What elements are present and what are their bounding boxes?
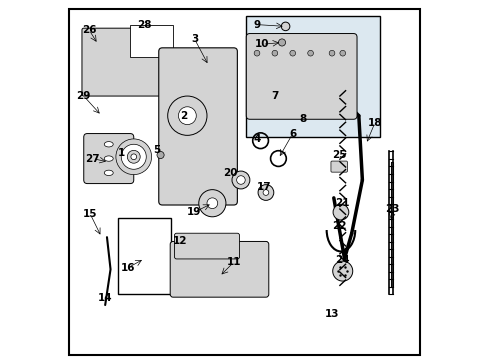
FancyBboxPatch shape — [330, 161, 346, 172]
Text: 8: 8 — [299, 114, 306, 124]
Text: 4: 4 — [253, 134, 260, 144]
Circle shape — [121, 144, 146, 169]
Circle shape — [206, 198, 217, 208]
Text: 17: 17 — [256, 182, 271, 192]
Polygon shape — [390, 162, 392, 287]
Circle shape — [307, 50, 313, 56]
Circle shape — [167, 96, 206, 135]
Circle shape — [281, 22, 289, 31]
Text: 9: 9 — [253, 19, 260, 30]
Circle shape — [332, 204, 348, 220]
FancyBboxPatch shape — [159, 48, 237, 205]
Circle shape — [328, 50, 334, 56]
Text: 26: 26 — [81, 25, 96, 35]
Circle shape — [258, 185, 273, 201]
Ellipse shape — [104, 170, 113, 176]
Text: 19: 19 — [187, 207, 201, 217]
FancyBboxPatch shape — [82, 28, 164, 96]
Text: 14: 14 — [98, 293, 112, 303]
Text: 21: 21 — [335, 198, 349, 208]
Circle shape — [332, 261, 352, 281]
Text: 23: 23 — [385, 203, 399, 213]
Circle shape — [178, 107, 196, 125]
Circle shape — [116, 139, 151, 175]
Bar — [118, 217, 171, 294]
Text: 1: 1 — [118, 148, 124, 158]
FancyBboxPatch shape — [170, 242, 268, 297]
FancyBboxPatch shape — [174, 233, 239, 259]
Circle shape — [236, 176, 244, 184]
Bar — [246, 16, 380, 137]
Wedge shape — [110, 59, 142, 78]
Text: 28: 28 — [137, 19, 151, 30]
Text: 12: 12 — [173, 236, 187, 246]
Wedge shape — [100, 31, 131, 50]
FancyBboxPatch shape — [246, 33, 356, 119]
Circle shape — [157, 152, 164, 158]
Text: 18: 18 — [367, 118, 381, 128]
Circle shape — [278, 39, 285, 46]
Circle shape — [289, 50, 295, 56]
Text: 6: 6 — [288, 129, 296, 139]
Text: 22: 22 — [331, 221, 346, 231]
Ellipse shape — [104, 141, 113, 147]
Text: 24: 24 — [335, 255, 349, 265]
FancyBboxPatch shape — [83, 134, 134, 184]
Circle shape — [271, 50, 277, 56]
Text: 29: 29 — [77, 91, 91, 101]
Ellipse shape — [104, 156, 113, 161]
Text: 7: 7 — [271, 91, 278, 101]
Bar — [130, 24, 173, 57]
Circle shape — [231, 171, 249, 189]
Text: 25: 25 — [331, 150, 346, 160]
Text: 11: 11 — [226, 257, 241, 267]
Wedge shape — [105, 45, 137, 64]
Text: 3: 3 — [190, 34, 198, 44]
Text: 13: 13 — [324, 309, 339, 319]
Circle shape — [131, 154, 136, 159]
Text: 2: 2 — [180, 111, 187, 121]
Text: 15: 15 — [83, 209, 97, 219]
Text: 27: 27 — [85, 154, 100, 163]
Circle shape — [263, 190, 268, 195]
Text: 5: 5 — [153, 145, 160, 155]
Text: 20: 20 — [223, 168, 237, 178]
Text: 10: 10 — [255, 39, 269, 49]
Wedge shape — [116, 73, 147, 93]
Circle shape — [254, 50, 259, 56]
Circle shape — [127, 150, 140, 163]
Circle shape — [198, 190, 225, 217]
Text: 16: 16 — [121, 262, 135, 273]
Circle shape — [339, 50, 345, 56]
